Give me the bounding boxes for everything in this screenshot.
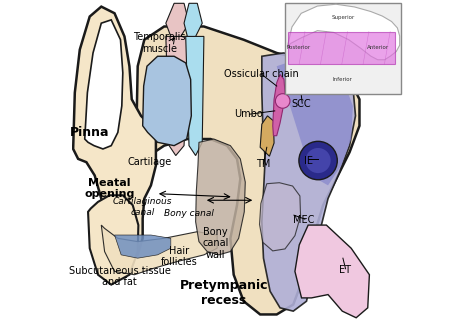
Bar bbox=[285, 3, 401, 94]
Polygon shape bbox=[259, 183, 301, 251]
Text: Subcutaneous tissue
and fat: Subcutaneous tissue and fat bbox=[69, 265, 171, 287]
Text: Posterior: Posterior bbox=[287, 44, 311, 50]
Polygon shape bbox=[186, 36, 204, 156]
Text: Ossicular chain: Ossicular chain bbox=[225, 70, 299, 79]
Polygon shape bbox=[196, 139, 245, 255]
Text: Hair
follicles: Hair follicles bbox=[161, 246, 198, 267]
Polygon shape bbox=[88, 195, 138, 285]
Circle shape bbox=[275, 94, 290, 108]
Text: Cartilaginous
canal: Cartilaginous canal bbox=[113, 197, 173, 216]
Text: ET: ET bbox=[338, 265, 351, 275]
Polygon shape bbox=[277, 60, 353, 185]
Polygon shape bbox=[115, 235, 171, 258]
Text: IE: IE bbox=[304, 156, 313, 166]
Circle shape bbox=[306, 148, 331, 173]
Circle shape bbox=[299, 141, 337, 180]
Polygon shape bbox=[85, 20, 123, 149]
Polygon shape bbox=[73, 7, 156, 261]
Text: Cartilage: Cartilage bbox=[127, 157, 172, 167]
Polygon shape bbox=[143, 56, 191, 146]
Text: Anterior: Anterior bbox=[366, 44, 389, 50]
Bar bbox=[289, 31, 395, 64]
Text: Bony
canal
wall: Bony canal wall bbox=[202, 227, 228, 260]
Polygon shape bbox=[184, 3, 202, 36]
Text: Bony canal: Bony canal bbox=[164, 209, 214, 218]
Polygon shape bbox=[295, 225, 369, 318]
Polygon shape bbox=[260, 116, 274, 156]
Text: Pretympanic
recess: Pretympanic recess bbox=[180, 279, 268, 307]
Text: Superior: Superior bbox=[331, 15, 355, 21]
Polygon shape bbox=[262, 53, 356, 311]
Polygon shape bbox=[101, 225, 217, 275]
Polygon shape bbox=[131, 26, 359, 314]
Text: Meatal
opening: Meatal opening bbox=[84, 178, 135, 200]
Text: Pinna: Pinna bbox=[70, 126, 109, 139]
Polygon shape bbox=[166, 36, 189, 156]
Polygon shape bbox=[287, 4, 400, 60]
Polygon shape bbox=[166, 3, 189, 36]
Text: Umbo: Umbo bbox=[234, 109, 263, 119]
Text: MEC: MEC bbox=[292, 215, 314, 225]
Text: TM: TM bbox=[255, 159, 270, 169]
Text: Temporalis
muscle: Temporalis muscle bbox=[133, 32, 185, 54]
Text: Inferior: Inferior bbox=[333, 77, 353, 82]
Polygon shape bbox=[273, 74, 285, 136]
Text: SCC: SCC bbox=[292, 99, 311, 109]
